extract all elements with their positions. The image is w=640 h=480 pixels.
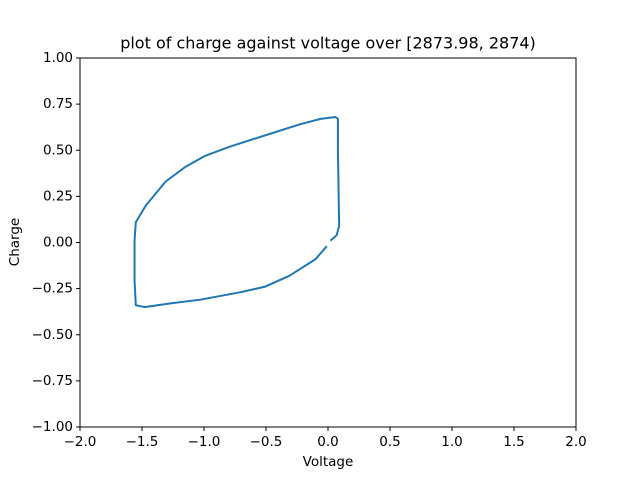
x-tick-label: 1.5	[503, 434, 524, 450]
y-tick-label: 1.00	[43, 50, 73, 66]
y-tick-label: −1.00	[32, 419, 73, 435]
x-axis-label: Voltage	[303, 454, 354, 470]
x-tick-label: 1.0	[441, 434, 462, 450]
data-line	[133, 116, 341, 309]
x-tick-label: −2.0	[64, 434, 97, 450]
y-tick-label: 0.50	[43, 142, 73, 158]
y-tick-label: 0.75	[43, 96, 73, 112]
chart-title: plot of charge against voltage over [287…	[120, 34, 536, 53]
y-tick-label: −0.25	[32, 281, 73, 297]
plot-frame	[79, 57, 577, 428]
y-tick-label: −0.50	[32, 327, 73, 343]
y-axis-label: Charge	[7, 218, 23, 266]
y-tick-label: 0.00	[43, 235, 73, 251]
x-tick-label: −1.0	[188, 434, 221, 450]
y-tick-label: 0.25	[43, 188, 73, 204]
y-tick-label: −0.75	[32, 373, 73, 389]
x-tick-label: −0.5	[250, 434, 283, 450]
x-tick-label: 2.0	[565, 434, 586, 450]
x-tick-label: 0.0	[317, 434, 338, 450]
x-tick-label: 0.5	[379, 434, 400, 450]
x-tick-label: −1.5	[126, 434, 159, 450]
